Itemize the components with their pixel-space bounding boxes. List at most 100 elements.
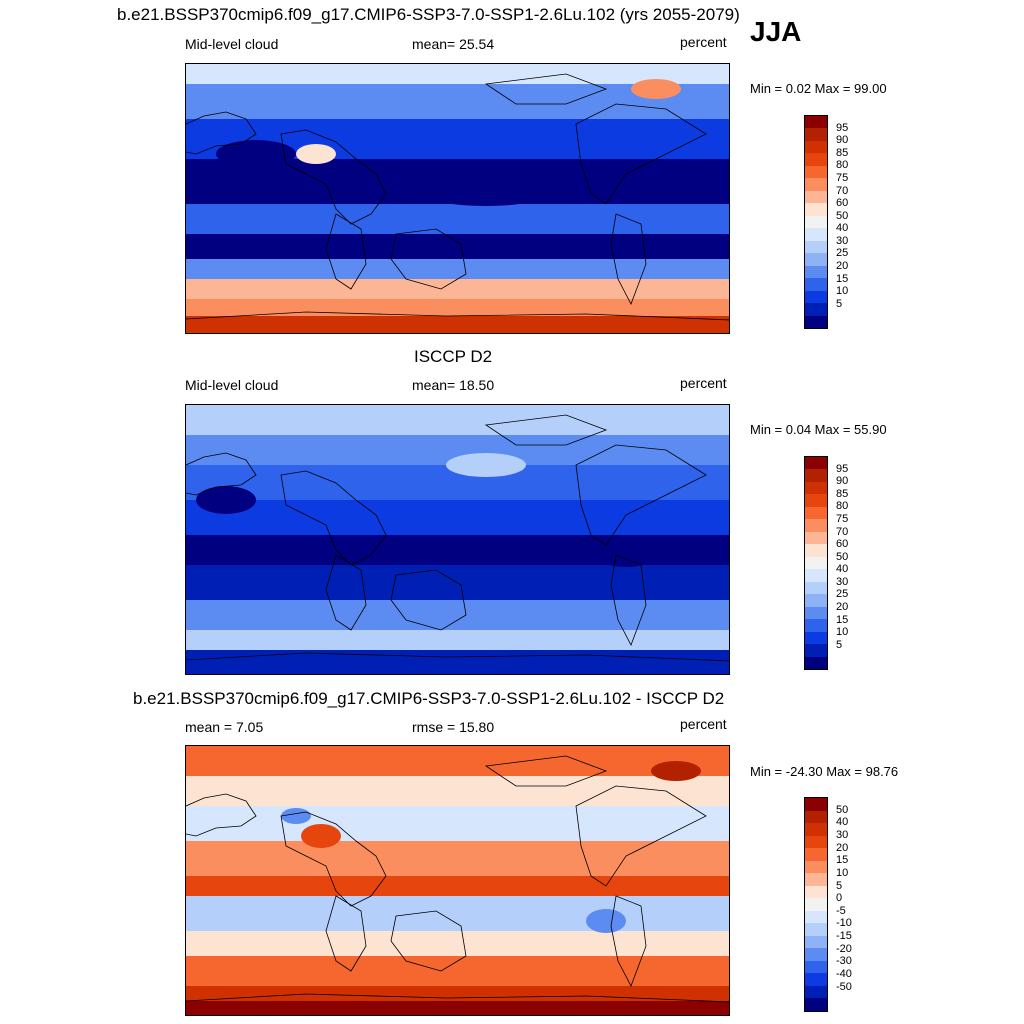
- colorbar-swatch: [805, 457, 827, 470]
- colorbar-swatch: [805, 215, 827, 229]
- panel1-colorbar: [804, 115, 828, 329]
- colorbar-tick-label: 25: [836, 247, 849, 260]
- colorbar-swatch: [805, 848, 827, 861]
- colorbar-tick-label: 60: [836, 197, 849, 210]
- colorbar-swatch: [805, 948, 827, 961]
- colorbar-tick-label: 15: [836, 854, 849, 867]
- colorbar-swatch: [805, 140, 827, 154]
- map-field-band: [186, 986, 729, 1001]
- colorbar-tick-label: 50: [836, 550, 849, 563]
- colorbar-swatch: [805, 606, 827, 620]
- panel2-title: ISCCP D2: [414, 347, 493, 366]
- colorbar-tick-label: 50: [836, 209, 849, 222]
- colorbar-tick-label: 20: [836, 841, 849, 854]
- colorbar-swatch: [805, 178, 827, 191]
- map-field-feature: [216, 140, 296, 168]
- panel3-title: b.e21.BSSP370cmip6.f09_g17.CMIP6-SSP3-7.…: [133, 689, 725, 708]
- coastline: [280, 129, 387, 225]
- colorbar-tick-label: 15: [836, 613, 849, 626]
- colorbar-tick-label: -20: [836, 942, 852, 955]
- panel2-map: [185, 404, 730, 675]
- map-field-band: [186, 630, 729, 650]
- colorbar-swatch: [805, 810, 827, 824]
- map-field-band: [186, 776, 729, 806]
- colorbar-tick-label: 30: [836, 575, 849, 588]
- colorbar-tick-label: 95: [836, 121, 849, 134]
- map-field-band: [186, 316, 729, 333]
- map-field-band: [186, 299, 729, 316]
- colorbar-swatch: [805, 960, 827, 974]
- map-field-feature: [631, 79, 681, 99]
- colorbar-tick-label: -40: [836, 968, 852, 981]
- colorbar-swatch: [805, 885, 827, 899]
- colorbar-swatch: [805, 873, 827, 886]
- map-field-band: [186, 64, 729, 84]
- map-field-band: [186, 259, 729, 279]
- colorbar-tick-label: 85: [836, 487, 849, 500]
- colorbar-tick-label: 20: [836, 260, 849, 273]
- colorbar-tick-label: 10: [836, 626, 849, 639]
- panel1-minmax: Min = 0.02 Max = 99.00: [750, 81, 887, 96]
- colorbar-tick-label: 40: [836, 563, 849, 576]
- map-field-band: [186, 1001, 729, 1015]
- coastline: [575, 103, 707, 205]
- coastline: [325, 554, 367, 631]
- coastline: [186, 452, 257, 496]
- map-field-band: [186, 650, 729, 674]
- coastline: [186, 652, 729, 662]
- coastline: [280, 470, 387, 566]
- coastline: [186, 993, 729, 1003]
- coastline: [186, 111, 257, 155]
- colorbar-swatch: [805, 494, 827, 507]
- coastline: [186, 311, 729, 321]
- colorbar-swatch: [805, 253, 827, 266]
- colorbar-swatch: [805, 531, 827, 545]
- map-field-band: [186, 806, 729, 841]
- colorbar-tick-label: 70: [836, 525, 849, 538]
- colorbar-swatch: [805, 303, 827, 316]
- colorbar-swatch: [805, 935, 827, 949]
- map-field-band: [186, 931, 729, 956]
- colorbar-tick-label: 5: [836, 879, 843, 892]
- colorbar-swatch: [805, 798, 827, 811]
- coastline: [390, 910, 467, 972]
- panel2-variable-label: Mid-level cloud: [185, 377, 279, 393]
- colorbar-tick-label: 30: [836, 234, 849, 247]
- coastline: [484, 414, 608, 446]
- coastline: [325, 213, 367, 290]
- colorbar-swatch: [805, 469, 827, 482]
- colorbar-tick-label: -15: [836, 930, 852, 943]
- colorbar-tick-label: 40: [836, 816, 849, 829]
- colorbar-tick-label: 85: [836, 146, 849, 159]
- colorbar-swatch: [805, 165, 827, 179]
- panel3-units-label: percent: [680, 716, 727, 732]
- map-field-feature: [301, 824, 341, 848]
- coastline: [575, 444, 707, 546]
- colorbar-tick-label: 25: [836, 588, 849, 601]
- colorbar-tick-label: 80: [836, 500, 849, 513]
- map-field-band: [186, 405, 729, 435]
- map-field-band: [186, 565, 729, 600]
- panel1-map: [185, 63, 730, 334]
- colorbar-swatch: [805, 290, 827, 304]
- colorbar-swatch: [805, 315, 827, 328]
- colorbar-swatch: [805, 116, 827, 129]
- map-field-feature: [281, 808, 311, 824]
- colorbar-tick-label: 5: [836, 297, 843, 310]
- coastline: [484, 73, 608, 105]
- colorbar-swatch: [805, 923, 827, 936]
- panel2-mean-label: mean= 18.50: [412, 377, 495, 393]
- map-field-band: [186, 746, 729, 776]
- colorbar-swatch: [805, 265, 827, 279]
- colorbar-tick-label: 75: [836, 512, 849, 525]
- colorbar-swatch: [805, 985, 827, 999]
- panel1-map-svg: [186, 64, 729, 333]
- map-field-feature: [496, 535, 596, 555]
- colorbar-swatch: [805, 128, 827, 141]
- colorbar-swatch: [805, 910, 827, 924]
- coastline: [390, 569, 467, 631]
- panel1-units-label: percent: [680, 34, 727, 50]
- colorbar-tick-label: 0: [836, 892, 843, 905]
- panel2-map-svg: [186, 405, 729, 674]
- panel1-title: b.e21.BSSP370cmip6.f09_g17.CMIP6-SSP3-7.…: [117, 5, 740, 24]
